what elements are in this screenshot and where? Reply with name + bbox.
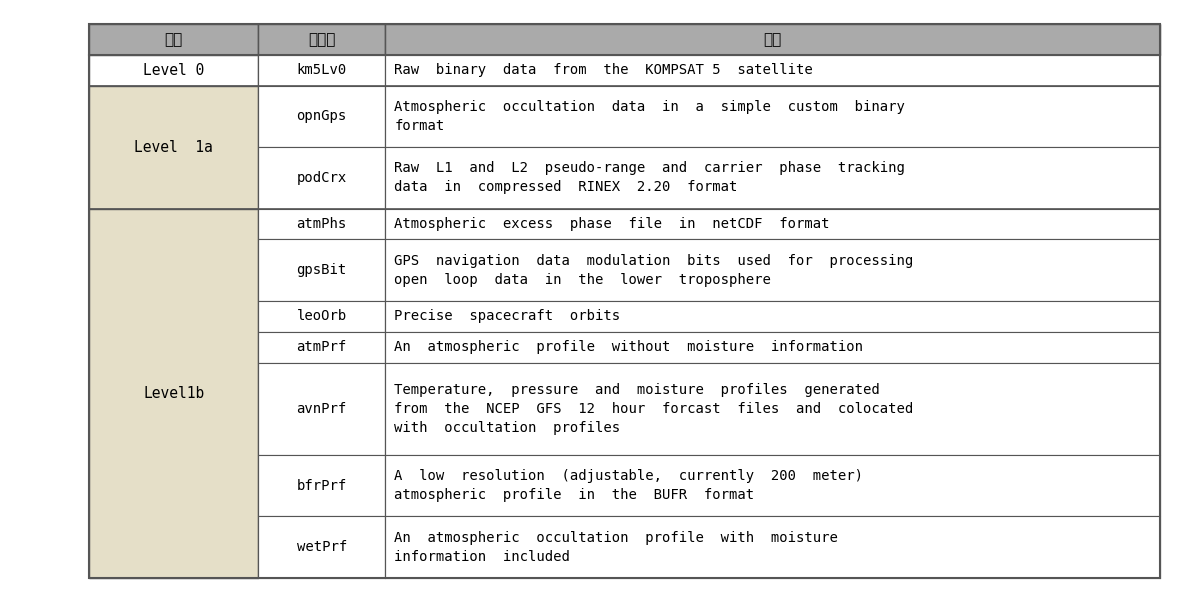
Text: atmPrf: atmPrf xyxy=(296,340,346,354)
Text: opnGps: opnGps xyxy=(296,110,346,123)
Text: An  atmospheric  occultation  profile  with  moisture
information  included: An atmospheric occultation profile with … xyxy=(394,531,838,563)
Bar xyxy=(258,55,384,85)
Bar xyxy=(258,209,384,240)
Bar xyxy=(384,362,1160,455)
Bar xyxy=(384,517,1160,578)
Bar xyxy=(258,147,384,209)
Bar xyxy=(384,55,1160,85)
Text: 설명: 설명 xyxy=(764,32,782,47)
Text: Temperature,  pressure  and  moisture  profiles  generated
from  the  NCEP  GFS : Temperature, pressure and moisture profi… xyxy=(394,383,914,435)
Text: Raw  L1  and  L2  pseudo-range  and  carrier  phase  tracking
data  in  compress: Raw L1 and L2 pseudo-range and carrier p… xyxy=(394,161,906,194)
Text: Level1b: Level1b xyxy=(143,386,205,401)
Bar xyxy=(258,517,384,578)
Bar xyxy=(384,147,1160,209)
Bar xyxy=(258,240,384,301)
Text: 레벨: 레벨 xyxy=(164,32,183,47)
Text: leoOrb: leoOrb xyxy=(296,309,346,323)
Bar xyxy=(89,85,258,209)
Text: 산출물: 산출물 xyxy=(308,32,336,47)
Text: wetPrf: wetPrf xyxy=(296,540,346,554)
Bar xyxy=(384,332,1160,362)
Text: atmPhs: atmPhs xyxy=(296,217,346,231)
Text: podCrx: podCrx xyxy=(296,171,346,185)
Text: avnPrf: avnPrf xyxy=(296,402,346,416)
Text: gpsBit: gpsBit xyxy=(296,263,346,278)
Text: GPS  navigation  data  modulation  bits  used  for  processing
open  loop  data : GPS navigation data modulation bits used… xyxy=(394,254,914,287)
Bar xyxy=(384,24,1160,55)
Text: Atmospheric  occultation  data  in  a  simple  custom  binary
format: Atmospheric occultation data in a simple… xyxy=(394,100,906,133)
Bar xyxy=(258,362,384,455)
Text: Level  1a: Level 1a xyxy=(134,140,213,155)
Text: bfrPrf: bfrPrf xyxy=(296,479,346,492)
Bar xyxy=(258,301,384,332)
Bar xyxy=(258,85,384,147)
Text: Level 0: Level 0 xyxy=(143,63,205,78)
Bar xyxy=(384,240,1160,301)
Text: A  low  resolution  (adjustable,  currently  200  meter)
atmospheric  profile  i: A low resolution (adjustable, currently … xyxy=(394,469,864,502)
Bar xyxy=(89,55,258,85)
Text: Raw  binary  data  from  the  KOMPSAT 5  satellite: Raw binary data from the KOMPSAT 5 satel… xyxy=(394,63,813,77)
Bar xyxy=(89,24,258,55)
Text: Precise  spacecraft  orbits: Precise spacecraft orbits xyxy=(394,309,620,323)
Bar xyxy=(258,24,384,55)
Text: Atmospheric  excess  phase  file  in  netCDF  format: Atmospheric excess phase file in netCDF … xyxy=(394,217,829,231)
Bar xyxy=(384,301,1160,332)
Bar xyxy=(258,455,384,517)
Bar xyxy=(89,209,258,578)
Text: km5Lv0: km5Lv0 xyxy=(296,63,346,77)
Bar xyxy=(384,455,1160,517)
Bar xyxy=(258,332,384,362)
Bar xyxy=(384,209,1160,240)
Bar xyxy=(384,85,1160,147)
Text: An  atmospheric  profile  without  moisture  information: An atmospheric profile without moisture … xyxy=(394,340,864,354)
